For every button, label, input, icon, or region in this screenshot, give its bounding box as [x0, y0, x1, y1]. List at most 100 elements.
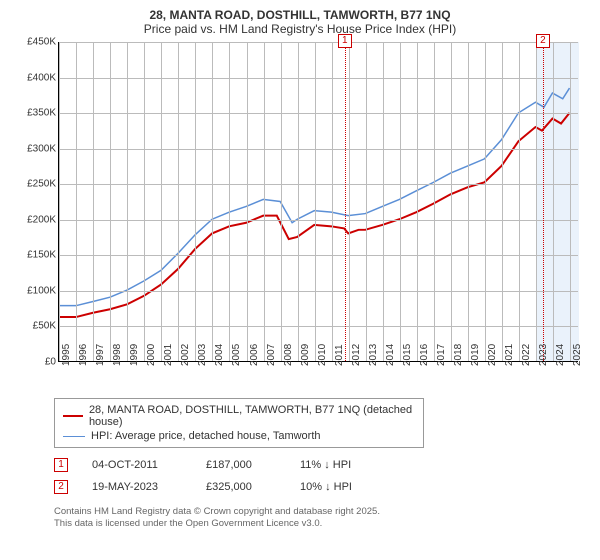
legend-swatch [63, 415, 83, 417]
x-axis-label: 2006 [249, 344, 260, 366]
x-axis-label: 2015 [402, 344, 413, 366]
gridline-h [59, 78, 578, 79]
annotation-price: £187,000 [206, 459, 276, 471]
x-axis-label: 2002 [180, 344, 191, 366]
y-axis-label: £450K [27, 37, 56, 48]
annotation-price: £325,000 [206, 481, 276, 493]
annotation-date: 19-MAY-2023 [92, 481, 182, 493]
y-axis-label: £200K [27, 214, 56, 225]
legend-swatch [63, 436, 85, 437]
footer-attribution: Contains HM Land Registry data © Crown c… [54, 506, 590, 531]
gridline-v [400, 42, 401, 361]
x-axis-label: 2000 [146, 344, 157, 366]
gridline-h [59, 255, 578, 256]
gridline-v [281, 42, 282, 361]
y-axis-label: £300K [27, 143, 56, 154]
annotation-diff: 10% ↓ HPI [300, 481, 390, 493]
gridline-v [59, 42, 60, 361]
x-axis-label: 2013 [368, 344, 379, 366]
event-line [543, 42, 544, 361]
y-axis-label: £250K [27, 179, 56, 190]
y-axis-label: £350K [27, 108, 56, 119]
gridline-v [536, 42, 537, 361]
x-axis-label: 2008 [283, 344, 294, 366]
x-axis-label: 1996 [78, 344, 89, 366]
x-axis-label: 2014 [385, 344, 396, 366]
gridline-h [59, 220, 578, 221]
event-line [345, 42, 346, 361]
footer-line-1: Contains HM Land Registry data © Crown c… [54, 506, 590, 518]
gridline-h [59, 326, 578, 327]
x-axis-label: 2007 [266, 344, 277, 366]
gridline-v [127, 42, 128, 361]
line-series-svg [59, 42, 578, 361]
x-axis-label: 2023 [538, 344, 549, 366]
x-axis-label: 2025 [572, 344, 583, 366]
gridline-v [247, 42, 248, 361]
gridline-v [161, 42, 162, 361]
chart-container: 28, MANTA ROAD, DOSTHILL, TAMWORTH, B77 … [0, 0, 600, 539]
gridline-v [264, 42, 265, 361]
gridline-v [553, 42, 554, 361]
y-axis-label: £400K [27, 72, 56, 83]
gridline-v [144, 42, 145, 361]
legend-item: 28, MANTA ROAD, DOSTHILL, TAMWORTH, B77 … [63, 403, 415, 429]
gridline-v [76, 42, 77, 361]
gridline-h [59, 149, 578, 150]
gridline-v [178, 42, 179, 361]
annotation-marker: 1 [54, 458, 68, 472]
x-axis-label: 1995 [61, 344, 72, 366]
x-axis-label: 2024 [555, 344, 566, 366]
gridline-v [366, 42, 367, 361]
x-axis-label: 1998 [112, 344, 123, 366]
gridline-v [434, 42, 435, 361]
plot-area: 12 [58, 42, 578, 362]
gridline-v [570, 42, 571, 361]
x-axis-label: 2010 [317, 344, 328, 366]
gridline-v [485, 42, 486, 361]
gridline-v [417, 42, 418, 361]
annotation-date: 04-OCT-2011 [92, 459, 182, 471]
x-axis-label: 2018 [453, 344, 464, 366]
annotation-table: 1 04-OCT-2011 £187,000 11% ↓ HPI 2 19-MAY-202… [54, 454, 590, 498]
legend-label: 28, MANTA ROAD, DOSTHILL, TAMWORTH, B77 … [89, 404, 415, 428]
event-marker: 2 [536, 34, 550, 48]
gridline-v [110, 42, 111, 361]
gridline-h [59, 42, 578, 43]
y-axis-label: £0 [45, 357, 56, 368]
gridline-v [349, 42, 350, 361]
footer-line-2: This data is licensed under the Open Gov… [54, 518, 590, 530]
gridline-v [468, 42, 469, 361]
event-marker: 1 [338, 34, 352, 48]
y-axis-label: £50K [33, 321, 56, 332]
gridline-v [195, 42, 196, 361]
annotation-row: 1 04-OCT-2011 £187,000 11% ↓ HPI [54, 454, 590, 476]
chart-area: 12 £0 £50K £100K £150K £200K £250K £300K £350K £… [10, 42, 590, 392]
x-axis-label: 2019 [470, 344, 481, 366]
gridline-v [502, 42, 503, 361]
y-axis-label: £150K [27, 250, 56, 261]
annotation-row: 2 19-MAY-2023 £325,000 10% ↓ HPI [54, 476, 590, 498]
legend-item: HPI: Average price, detached house, Tamw… [63, 429, 415, 443]
annotation-diff: 11% ↓ HPI [300, 459, 390, 471]
y-axis-label: £100K [27, 285, 56, 296]
x-axis-label: 2001 [163, 344, 174, 366]
gridline-v [451, 42, 452, 361]
x-axis-label: 2003 [197, 344, 208, 366]
gridline-v [383, 42, 384, 361]
legend-label: HPI: Average price, detached house, Tamw… [91, 430, 321, 442]
x-axis-label: 2021 [504, 344, 515, 366]
legend-box: 28, MANTA ROAD, DOSTHILL, TAMWORTH, B77 … [54, 398, 424, 448]
title-line-1: 28, MANTA ROAD, DOSTHILL, TAMWORTH, B77 … [10, 8, 590, 22]
x-axis-label: 2022 [521, 344, 532, 366]
x-axis-label: 2012 [351, 344, 362, 366]
gridline-v [315, 42, 316, 361]
x-axis-label: 1997 [95, 344, 106, 366]
x-axis-label: 2016 [419, 344, 430, 366]
x-axis-label: 2009 [300, 344, 311, 366]
annotation-marker: 2 [54, 480, 68, 494]
gridline-v [298, 42, 299, 361]
title-block: 28, MANTA ROAD, DOSTHILL, TAMWORTH, B77 … [10, 8, 590, 36]
gridline-v [519, 42, 520, 361]
gridline-v [332, 42, 333, 361]
